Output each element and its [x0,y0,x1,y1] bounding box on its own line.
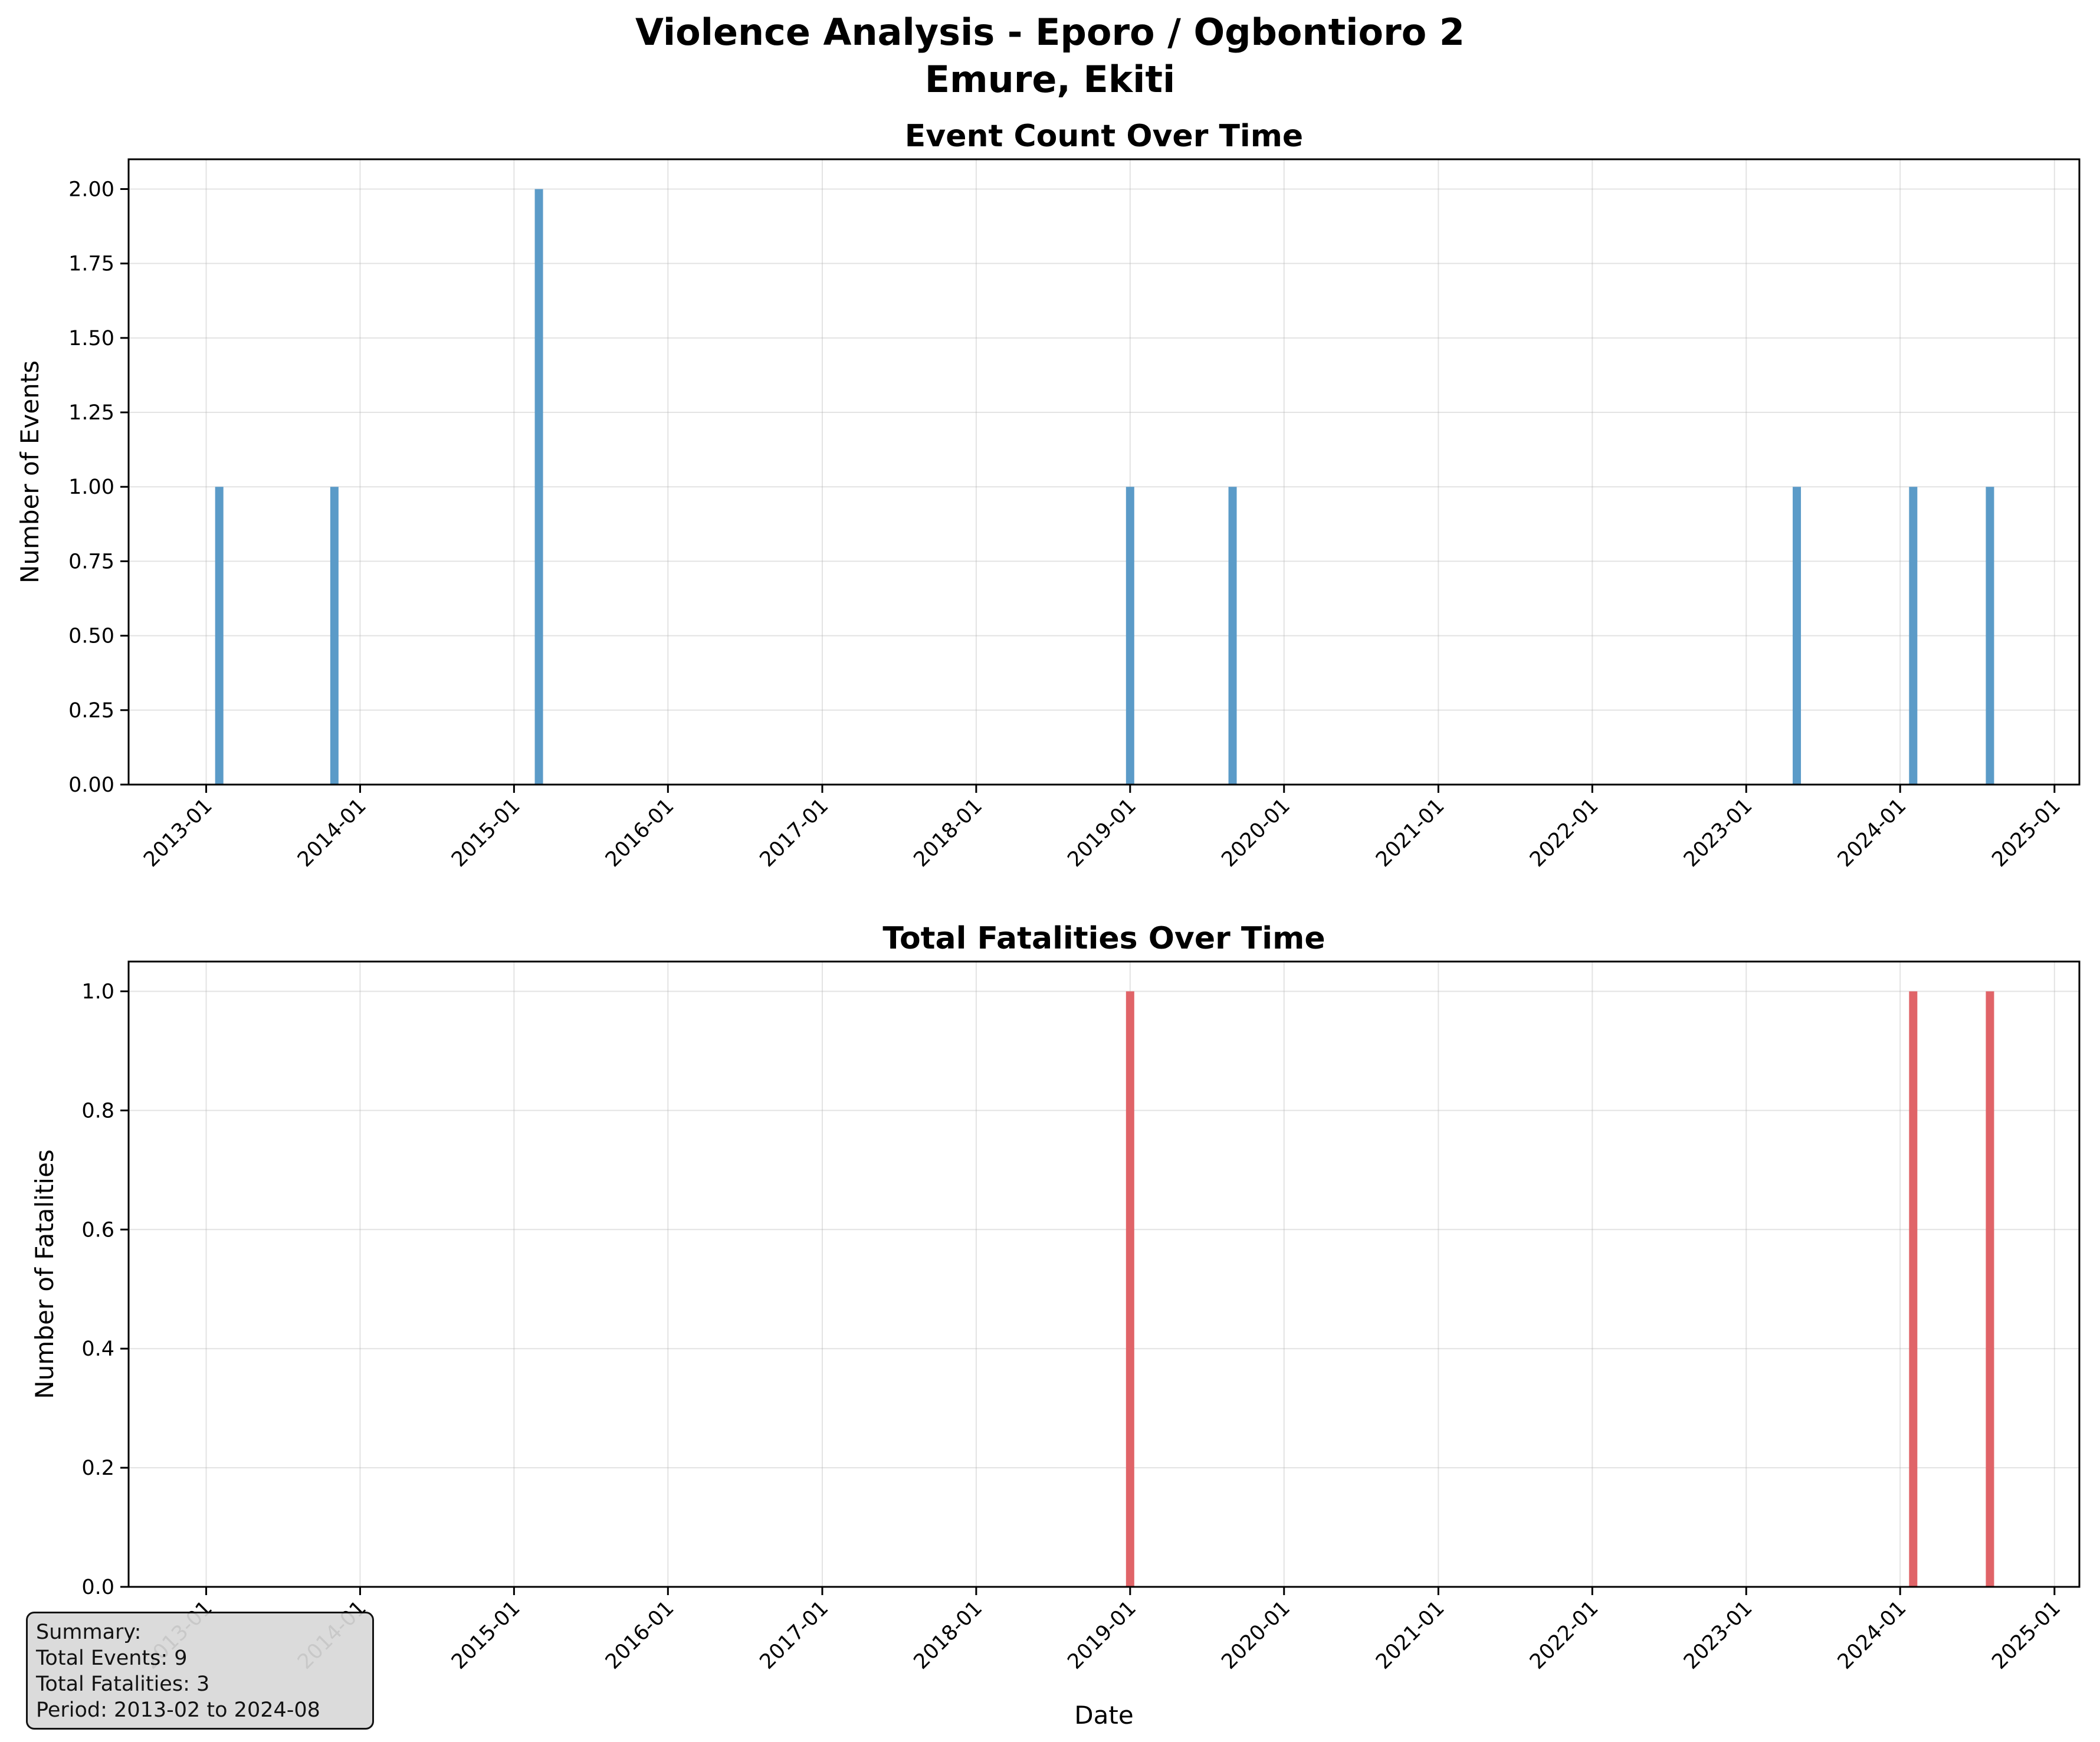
y-tick-label: 0.50 [68,625,114,648]
summary-total-fatalities: Total Fatalities: 3 [36,1672,210,1696]
x-tick-label: 2022-01 [1525,794,1603,872]
y-tick-label: 1.50 [68,327,114,350]
x-tick-label: 2013-01 [139,794,217,872]
y-tick-label: 1.00 [68,475,114,499]
figure-title-line2: Emure, Ekiti [925,58,1176,101]
y-tick-label: 0.00 [68,773,114,797]
summary-box: Summary: Total Events: 9 Total Fatalitie… [26,1612,374,1730]
x-tick-label: 2024-01 [1833,794,1911,872]
x-tick-label: 2021-01 [1371,1596,1449,1674]
plot-frame [127,158,2081,786]
event-count-panel: 0.00 0.25 0.50 0.75 1.00 1.25 1.50 1.75 2.00 2013… [15,119,2081,872]
x-tick-label: 2018-01 [910,794,987,872]
subplot-title: Total Fatalities Over Time [882,921,1325,956]
x-tick-label: 2016-01 [601,794,679,872]
bar [215,487,224,785]
y-tick-label: 0.0 [81,1576,114,1599]
x-axis-label: Date [1074,1701,1133,1730]
bar [1986,487,1994,785]
x-tick-label: 2019-01 [1063,1596,1141,1674]
figure-title-line1: Violence Analysis - Eporo / Ogbontioro 2 [635,11,1465,54]
bar [534,189,543,785]
y-tick-label: 1.75 [68,252,114,276]
plot-frame [127,960,2081,1588]
summary-heading: Summary: [36,1620,142,1644]
y-axis-label: Number of Events [15,360,44,583]
x-tick-label: 2015-01 [447,794,525,872]
bar [1126,487,1134,785]
y-tick-label: 0.2 [81,1456,114,1480]
y-tick-label: 0.25 [68,699,114,723]
bar [1228,487,1237,785]
x-tick-label: 2024-01 [1833,1596,1911,1674]
summary-total-events: Total Events: 9 [36,1646,188,1670]
y-tick-label: 0.4 [81,1337,114,1361]
y-tick-label: 0.75 [68,550,114,573]
x-tick-label: 2015-01 [447,1596,525,1674]
bar [1793,487,1802,785]
x-tick-label: 2017-01 [756,794,834,872]
y-tick-label: 2.00 [68,178,114,201]
bar [1126,991,1134,1587]
y-axis-label: Number of Fatalities [30,1149,59,1399]
x-tick-label: 2019-01 [1063,794,1141,872]
y-tick-label: 0.8 [81,1099,114,1123]
bar [1909,991,1918,1587]
x-tick-label: 2025-01 [1987,1596,2065,1674]
x-tick-label: 2023-01 [1679,1596,1757,1674]
summary-period: Period: 2013-02 to 2024-08 [36,1698,320,1722]
x-tick-label: 2018-01 [910,1596,987,1674]
bar [1909,487,1918,785]
x-tick-label: 2022-01 [1525,1596,1603,1674]
fatalities-panel: 0.00.20.40.60.81.02013-012014-012015-012… [30,921,2081,1730]
y-tick-label: 1.0 [81,980,114,1003]
bar [1986,991,1994,1587]
x-tick-label: 2017-01 [756,1596,834,1674]
y-tick-label: 1.25 [68,401,114,425]
x-tick-label: 2016-01 [601,1596,679,1674]
x-tick-label: 2014-01 [293,794,371,872]
bar [330,487,339,785]
x-tick-label: 2020-01 [1217,794,1295,872]
subplot-title: Event Count Over Time [905,119,1303,154]
x-tick-label: 2020-01 [1217,1596,1295,1674]
x-tick-label: 2025-01 [1987,794,2065,872]
x-tick-label: 2021-01 [1371,794,1449,872]
y-tick-label: 0.6 [81,1218,114,1242]
x-tick-label: 2023-01 [1679,794,1757,872]
